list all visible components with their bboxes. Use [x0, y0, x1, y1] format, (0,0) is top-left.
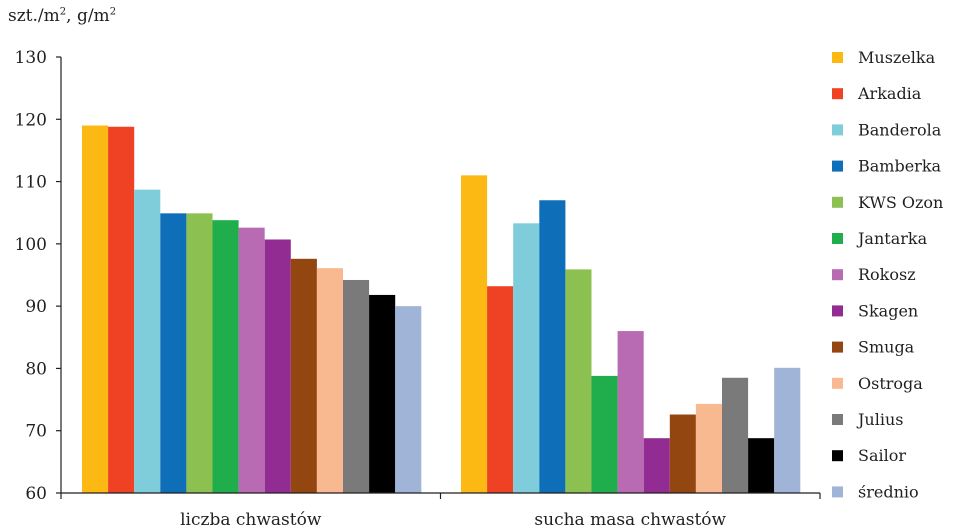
bar-julius	[343, 279, 370, 493]
legend-label: Muszelka	[858, 48, 936, 67]
bar-sailor	[748, 438, 775, 493]
bar-skagen	[264, 239, 291, 493]
bar-muszelka	[82, 125, 109, 493]
bar-rokosz	[617, 331, 644, 493]
legend-swatch	[832, 233, 843, 244]
legend-swatch	[832, 414, 843, 425]
legend-label: Jantarka	[856, 229, 928, 248]
bar-ostroga	[695, 403, 722, 493]
bar-rokosz	[238, 227, 265, 494]
bar-bamberka	[539, 200, 566, 493]
legend-label: średnio	[858, 482, 919, 501]
bar-jantarka	[591, 375, 618, 493]
legend-swatch	[832, 196, 843, 208]
legend-label: Arkadia	[857, 84, 922, 103]
legend-swatch	[832, 88, 843, 100]
bar-ostroga	[316, 268, 343, 493]
bar-smuga	[290, 258, 317, 493]
bar-arkadia	[108, 126, 135, 493]
bars-group	[82, 125, 801, 494]
legend-swatch	[832, 124, 843, 136]
y-tick-label: 70	[25, 422, 47, 442]
bar-średnio	[774, 367, 801, 493]
legend-label: Banderola	[858, 120, 942, 139]
bar-banderola	[513, 223, 540, 493]
y-tick-label: 110	[15, 173, 47, 193]
bar-kws-ozon	[186, 213, 213, 493]
y-axis-label: szt./m2, g/m2	[8, 6, 117, 26]
legend-swatch	[832, 450, 843, 462]
legend-label: Skagen	[858, 301, 918, 320]
bar-julius	[722, 377, 749, 493]
legend-label: Bamberka	[858, 157, 942, 176]
legend-swatch	[832, 52, 843, 63]
y-tick-label: 60	[25, 484, 47, 504]
y-tick-label: 100	[15, 235, 47, 255]
category-label: liczba chwastów	[180, 510, 322, 529]
y-tick-label: 80	[25, 359, 47, 379]
bar-bamberka	[160, 213, 187, 493]
bar-arkadia	[487, 286, 514, 493]
legend-label: Ostroga	[858, 374, 923, 393]
legend-label: Julius	[856, 410, 903, 429]
legend-swatch	[832, 269, 843, 281]
y-tick-label: 130	[15, 48, 47, 68]
legend-swatch	[832, 160, 843, 172]
y-tick-label: 90	[25, 297, 47, 317]
bar-średnio	[395, 306, 422, 493]
bar-kws-ozon	[565, 269, 592, 493]
legend-label: Rokosz	[858, 265, 916, 284]
legend-swatch	[832, 341, 843, 353]
bar-sailor	[369, 294, 396, 493]
category-label: sucha masa chwastów	[534, 510, 726, 529]
bar-skagen	[643, 438, 670, 493]
bar-jantarka	[212, 220, 239, 493]
legend: Muszelka Arkadia Banderola Bamberka KWS Ozon…	[832, 48, 943, 501]
legend-swatch	[832, 486, 843, 498]
legend-swatch	[832, 305, 843, 317]
legend-swatch	[832, 377, 843, 389]
legend-label: Sailor	[858, 446, 906, 465]
legend-label: Smuga	[858, 338, 915, 357]
bar-muszelka	[461, 175, 488, 494]
bar-smuga	[669, 414, 696, 493]
bar-banderola	[134, 189, 161, 493]
legend-label: KWS Ozon	[858, 193, 943, 212]
y-tick-label: 120	[15, 110, 47, 130]
axes-group: 60 70 80 90 100 110 120 130 liczba chwastów sucha…	[15, 48, 821, 529]
